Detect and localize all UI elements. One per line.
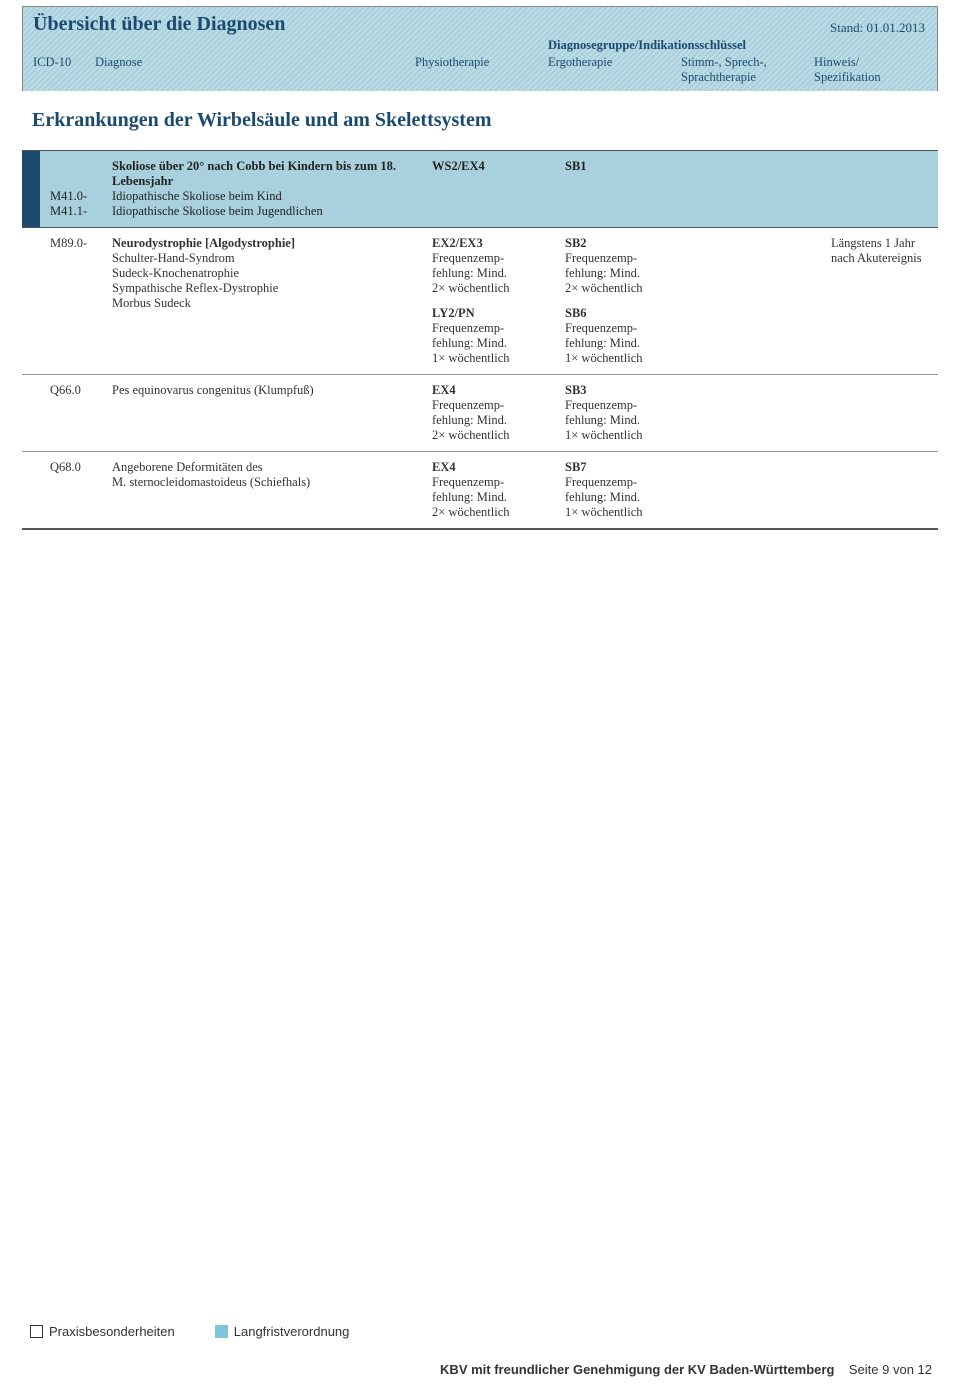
section-title: Erkrankungen der Wirbelsäule und am Skel…: [22, 91, 938, 150]
legend-praxis: Praxisbesonderheiten: [30, 1324, 175, 1339]
cell-diagnose: Neurodystrophie [Algodystrophie]Schulter…: [112, 236, 432, 366]
col-ergo: Ergotherapie: [548, 55, 681, 85]
cell-hinweis: Längstens 1 Jahrnach Akutereignis: [831, 236, 928, 366]
cell-sprach: [698, 159, 831, 219]
header-bar: Übersicht über die Diagnosen Stand: 01.0…: [22, 6, 938, 91]
legend-label-2: Langfristverordnung: [234, 1324, 350, 1339]
row-marker: [22, 151, 40, 227]
group-label: Diagnosegruppe/Indikationsschlüssel: [548, 38, 746, 53]
cell-diagnose: Pes equinovarus congenitus (Klumpfuß): [112, 383, 432, 443]
square-fill-icon: [215, 1325, 228, 1338]
cell-diagnose: Angeborene Deformitäten desM. sternoclei…: [112, 460, 432, 520]
cell-hinweis: [831, 159, 928, 219]
title-row: Übersicht über die Diagnosen Stand: 01.0…: [33, 13, 925, 36]
stand-date: Stand: 01.01.2013: [830, 20, 925, 36]
cell-phys: EX4Frequenzemp-fehlung: Mind.2× wöchentl…: [432, 460, 565, 520]
col-icd: ICD-10: [33, 55, 95, 85]
cell-ergo: SB1: [565, 159, 698, 219]
header-group-row: Diagnosegruppe/Indikationsschlüssel: [33, 40, 925, 55]
col-diagnose: Diagnose: [95, 55, 415, 85]
cell-phys: WS2/EX4: [432, 159, 565, 219]
cell-icd: M89.0-: [50, 236, 112, 366]
cell-ergo: SB7Frequenzemp-fehlung: Mind.1× wöchentl…: [565, 460, 698, 520]
cell-hinweis: [831, 460, 928, 520]
footer: KBV mit freundlicher Genehmigung der KV …: [440, 1362, 932, 1377]
legend-langfrist: Langfristverordnung: [215, 1324, 350, 1339]
cell-phys: EX2/EX3Frequenzemp-fehlung: Mind.2× wöch…: [432, 236, 565, 366]
cell-ergo: SB3Frequenzemp-fehlung: Mind.1× wöchentl…: [565, 383, 698, 443]
footer-page: Seite 9 von 12: [849, 1362, 932, 1377]
col-physio: Physiotherapie: [415, 55, 548, 85]
col-hinweis: Hinweis/ Spezifikation: [814, 55, 925, 85]
rows-container: M41.0-M41.1-Skoliose über 20° nach Cobb …: [22, 150, 938, 530]
cell-hinweis: [831, 383, 928, 443]
cell-diagnose: Skoliose über 20° nach Cobb bei Kindern …: [112, 159, 432, 219]
table-row: M41.0-M41.1-Skoliose über 20° nach Cobb …: [22, 150, 938, 228]
table-row: M89.0-Neurodystrophie [Algodystrophie]Sc…: [22, 228, 938, 375]
cell-icd: M41.0-M41.1-: [50, 159, 112, 219]
legend: Praxisbesonderheiten Langfristverordnung: [30, 1324, 349, 1339]
table-row: Q68.0Angeborene Deformitäten desM. stern…: [22, 452, 938, 530]
page: Übersicht über die Diagnosen Stand: 01.0…: [0, 0, 960, 530]
column-headers: ICD-10 Diagnose Physiotherapie Ergothera…: [33, 55, 925, 85]
cell-icd: Q66.0: [50, 383, 112, 443]
page-title: Übersicht über die Diagnosen: [33, 13, 285, 36]
legend-label-1: Praxisbesonderheiten: [49, 1324, 175, 1339]
cell-sprach: [698, 460, 831, 520]
cell-icd: Q68.0: [50, 460, 112, 520]
cell-sprach: [698, 236, 831, 366]
square-outline-icon: [30, 1325, 43, 1338]
col-sprach: Stimm-, Sprech-, Sprachtherapie: [681, 55, 814, 85]
cell-ergo: SB2Frequenzemp-fehlung: Mind.2× wöchentl…: [565, 236, 698, 366]
cell-sprach: [698, 383, 831, 443]
table-row: Q66.0Pes equinovarus congenitus (Klumpfu…: [22, 375, 938, 452]
cell-phys: EX4Frequenzemp-fehlung: Mind.2× wöchentl…: [432, 383, 565, 443]
footer-source: KBV mit freundlicher Genehmigung der KV …: [440, 1362, 834, 1377]
